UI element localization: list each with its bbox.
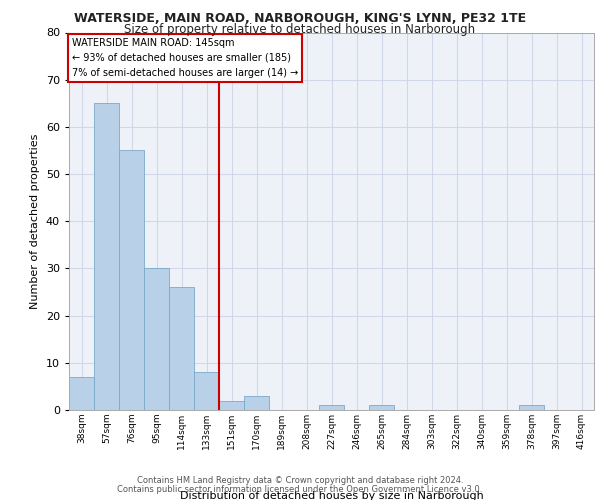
Text: Size of property relative to detached houses in Narborough: Size of property relative to detached ho… — [124, 22, 476, 36]
Y-axis label: Number of detached properties: Number of detached properties — [30, 134, 40, 309]
Bar — [194, 372, 219, 410]
Text: WATERSIDE MAIN ROAD: 145sqm
← 93% of detached houses are smaller (185)
7% of sem: WATERSIDE MAIN ROAD: 145sqm ← 93% of det… — [71, 38, 298, 78]
Bar — [319, 406, 344, 410]
Bar — [244, 396, 269, 410]
Bar — [369, 406, 394, 410]
X-axis label: Distribution of detached houses by size in Narborough: Distribution of detached houses by size … — [179, 491, 484, 500]
Text: WATERSIDE, MAIN ROAD, NARBOROUGH, KING'S LYNN, PE32 1TE: WATERSIDE, MAIN ROAD, NARBOROUGH, KING'S… — [74, 12, 526, 26]
Bar — [519, 406, 544, 410]
Bar — [169, 288, 194, 410]
Bar — [94, 104, 119, 410]
Text: Contains public sector information licensed under the Open Government Licence v3: Contains public sector information licen… — [118, 485, 482, 494]
Bar — [144, 268, 169, 410]
Bar — [119, 150, 144, 410]
Bar — [69, 377, 94, 410]
Text: Contains HM Land Registry data © Crown copyright and database right 2024.: Contains HM Land Registry data © Crown c… — [137, 476, 463, 485]
Bar — [219, 400, 244, 410]
